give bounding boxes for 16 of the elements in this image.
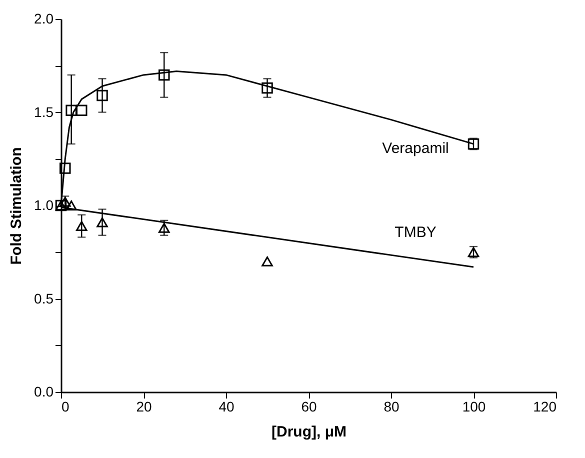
text: TMBY bbox=[394, 224, 436, 242]
y-tick-label: 2.0 bbox=[34, 10, 54, 26]
y-tick-label: 0.0 bbox=[34, 384, 54, 400]
x-axis-title: [Drug], μM bbox=[272, 424, 346, 440]
x-tick-label: 120 bbox=[533, 398, 557, 414]
x-tick-label: 0 bbox=[62, 398, 70, 414]
y-tick-label: 1.0 bbox=[34, 197, 54, 213]
series-label: Verapamil bbox=[382, 140, 449, 157]
x-tick-label: 40 bbox=[218, 398, 234, 414]
y-tick-label: 0.5 bbox=[34, 290, 54, 306]
y-tick-label: 1.5 bbox=[34, 104, 54, 120]
y-axis-title: Fold Stimulation bbox=[8, 147, 26, 265]
x-tick-label: 80 bbox=[384, 398, 400, 414]
x-tick-label: 20 bbox=[136, 398, 152, 414]
x-tick-label: 60 bbox=[301, 398, 317, 414]
x-tick-label: 100 bbox=[462, 398, 486, 414]
